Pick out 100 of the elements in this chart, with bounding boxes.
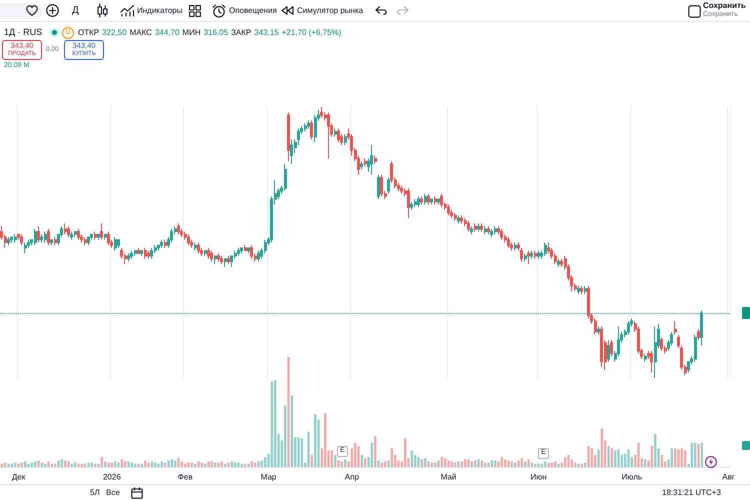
x-tick-label: Дек — [12, 472, 26, 482]
candlestick — [337, 128, 340, 143]
candlestick — [474, 223, 477, 232]
candlestick — [134, 250, 137, 257]
candlestick — [84, 236, 87, 246]
candlestick — [430, 198, 433, 206]
bar — [150, 462, 154, 467]
bar — [700, 442, 704, 467]
candlestick — [177, 223, 180, 235]
x-tick-label: Фев — [178, 472, 193, 482]
candlestick — [654, 326, 657, 378]
bar — [464, 459, 466, 467]
bar — [134, 464, 136, 467]
candlestick — [370, 144, 373, 176]
bar — [340, 462, 344, 467]
bar — [184, 464, 186, 467]
bar — [460, 462, 464, 467]
bar — [650, 446, 654, 467]
bar — [160, 462, 164, 467]
bar — [524, 462, 526, 467]
text: Д — [72, 5, 79, 16]
bar — [104, 462, 106, 467]
bar — [97, 464, 100, 467]
bar — [334, 454, 336, 467]
candlestick — [577, 285, 580, 294]
candlestick — [284, 163, 287, 192]
bar — [504, 459, 506, 467]
bar — [250, 462, 254, 467]
candlestick — [600, 326, 603, 368]
bar — [444, 458, 446, 467]
bar — [214, 462, 216, 467]
candlestick — [257, 250, 260, 262]
candlestick — [584, 285, 587, 294]
candlestick — [597, 326, 600, 336]
candlestick — [484, 226, 487, 235]
bar — [480, 460, 484, 467]
bar — [40, 462, 44, 467]
bar — [364, 458, 366, 467]
bar — [354, 442, 356, 467]
bar — [110, 462, 114, 467]
candlestick — [207, 247, 210, 260]
text: Симулятор рынка — [297, 6, 364, 16]
candlestick — [47, 228, 50, 246]
candlestick — [524, 252, 527, 262]
bar — [537, 464, 540, 467]
bar — [584, 462, 586, 467]
bar — [490, 460, 494, 467]
bar — [154, 462, 156, 467]
candlestick — [130, 250, 133, 260]
candlestick — [490, 228, 493, 238]
bar — [240, 464, 244, 467]
candlestick — [107, 231, 110, 246]
bar — [230, 462, 234, 467]
bar — [510, 462, 514, 467]
bar — [300, 438, 304, 467]
candlestick — [14, 234, 17, 243]
candlestick — [214, 256, 217, 265]
bar — [644, 459, 646, 467]
bar — [100, 457, 104, 467]
candlestick — [374, 155, 377, 164]
candlestick — [650, 350, 653, 374]
candlestick — [494, 226, 497, 235]
candlestick — [660, 336, 663, 352]
candlestick — [580, 285, 583, 294]
bar — [210, 462, 214, 467]
candlestick — [400, 185, 403, 194]
candlestick — [20, 234, 23, 246]
bar — [654, 434, 656, 467]
bar — [624, 454, 626, 467]
bar — [284, 405, 286, 467]
candlestick — [100, 223, 103, 240]
bar — [450, 462, 454, 467]
text: 18:31:21 UTC+3 — [662, 488, 721, 498]
bar — [544, 462, 546, 467]
bar — [84, 464, 86, 467]
bar — [434, 462, 436, 467]
bar — [614, 450, 616, 467]
candlestick — [54, 236, 57, 246]
candlestick — [147, 250, 150, 260]
candlestick — [560, 258, 563, 268]
x-tick-label: Июль — [622, 472, 642, 482]
candlestick — [557, 258, 560, 268]
candlestick — [477, 223, 480, 232]
candlestick — [104, 234, 107, 240]
candlestick — [87, 236, 90, 246]
candlestick — [437, 198, 440, 206]
candlestick — [37, 226, 40, 243]
bar — [540, 464, 544, 467]
candlestick — [610, 340, 613, 357]
bar — [24, 462, 26, 467]
candlestick — [424, 193, 427, 206]
bar — [590, 448, 594, 467]
text: Оповещения — [229, 6, 277, 16]
candlestick — [227, 256, 230, 265]
bar — [370, 442, 374, 467]
candlestick — [364, 158, 367, 168]
x-tick-label: Мар — [260, 472, 277, 482]
bar — [520, 458, 524, 467]
bar — [247, 464, 250, 467]
bar — [380, 462, 384, 467]
